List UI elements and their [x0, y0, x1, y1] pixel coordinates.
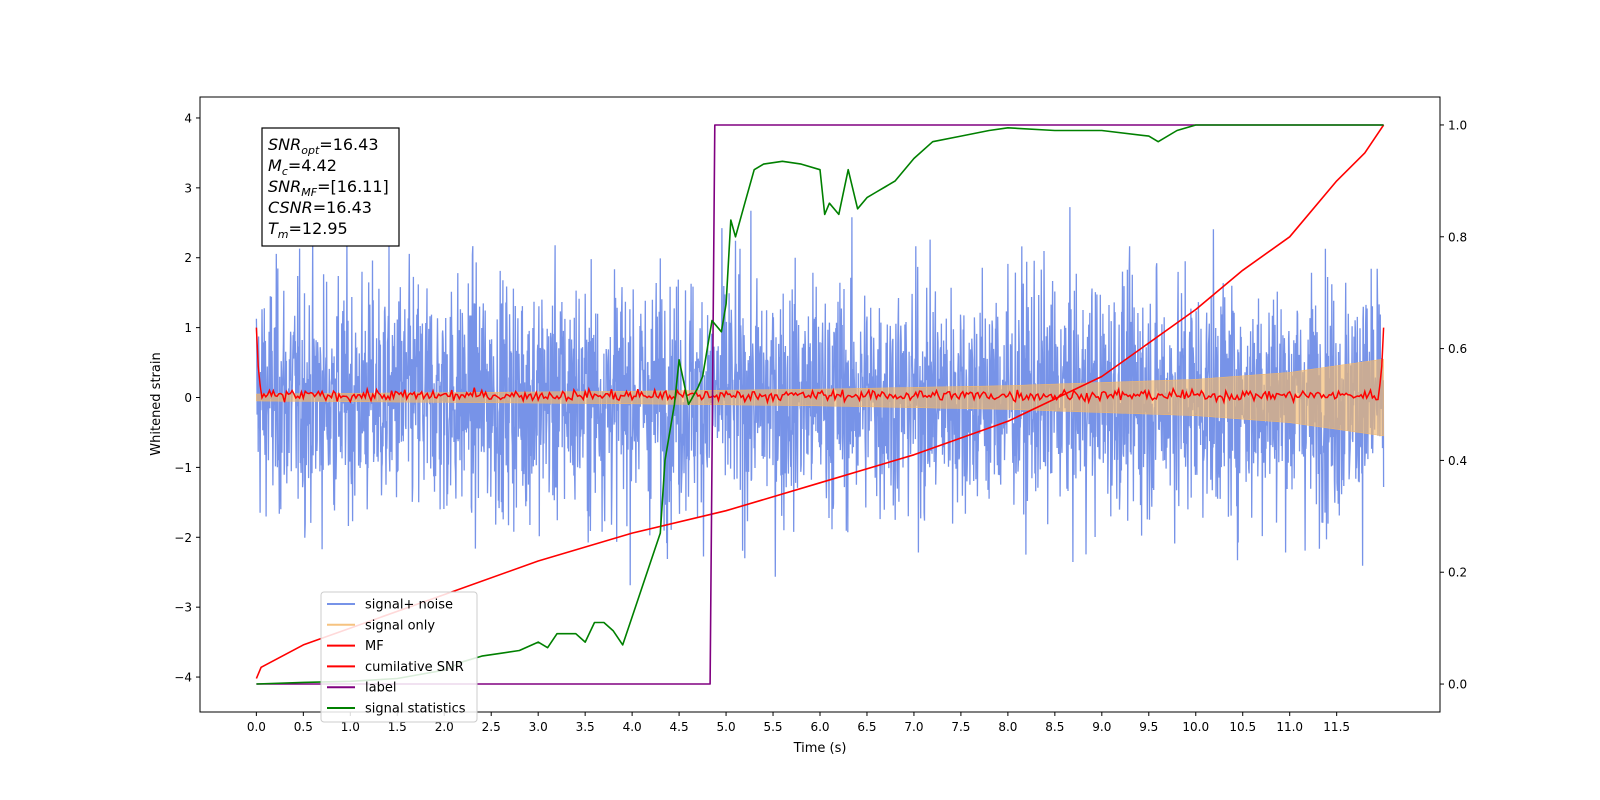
y-tick-label: 3: [184, 181, 192, 195]
y-tick-label: −3: [174, 601, 192, 615]
y2-tick-label: 0.8: [1448, 230, 1467, 244]
y-tick-label: −4: [174, 671, 192, 685]
x-tick-label: 0.5: [294, 720, 313, 734]
annotation-box: SNRopt=16.43Mc=4.42SNRMF=[16.11]CSNR=16.…: [261, 127, 400, 247]
legend-label: signal statistics: [365, 702, 466, 717]
x-tick-label: 1.0: [341, 720, 360, 734]
x-axis: 0.0 0.5 1.0 1.5 2.0 2.5 3.0 3.5 4.0 4.5 5.0 5.5 6.0 6…: [247, 712, 1350, 734]
legend-label: signal+ noise: [365, 598, 453, 613]
x-tick-label: 10.0: [1182, 720, 1209, 734]
y-axis-left: 4 3 2 1 0 −1 −2 −3 −4: [174, 111, 200, 685]
y2-tick-label: 1.0: [1448, 118, 1467, 132]
legend-frame: [320, 591, 478, 723]
x-tick-label: 3.5: [576, 720, 595, 734]
x-tick-label: 5.0: [717, 720, 736, 734]
annotation-subscript: c: [282, 165, 288, 178]
x-tick-label: 5.5: [763, 720, 782, 734]
y2-tick-label: 0.4: [1448, 454, 1467, 468]
x-tick-label: 4.5: [670, 720, 689, 734]
annotation-value: =16.43: [313, 198, 372, 217]
x-tick-label: 4.0: [623, 720, 642, 734]
x-axis-label: Time (s): [793, 741, 847, 756]
annotation-value: =16.43: [319, 135, 378, 154]
annotation-value: =12.95: [289, 219, 348, 238]
x-tick-label: 0.0: [247, 720, 266, 734]
y-axis-right: 1.0 0.8 0.6 0.4 0.2 0.0: [1440, 118, 1467, 692]
x-tick-label: 8.0: [998, 720, 1017, 734]
y2-tick-label: 0.2: [1448, 566, 1467, 580]
annotation-line: SNRopt=16.43: [268, 135, 379, 157]
annotation-symbol: M: [268, 156, 282, 175]
y-tick-label: −2: [174, 531, 192, 545]
annotation-symbol: T: [268, 219, 279, 238]
x-tick-label: 11.5: [1323, 720, 1350, 734]
y-tick-label: 0: [184, 391, 192, 405]
annotation-line: CSNR=16.43: [268, 198, 372, 217]
series-line-signal-noise: [255, 207, 1385, 586]
annotation-line: SNRMF=[16.11]: [268, 177, 389, 199]
x-tick-label: 9.0: [1092, 720, 1111, 734]
y-tick-label: 1: [184, 321, 192, 335]
annotation-frame: [261, 127, 400, 247]
series-line-signal-statistics: [256, 124, 1384, 685]
x-tick-label: 1.5: [388, 720, 407, 734]
series-line-label: [256, 124, 1384, 685]
y-tick-label: 4: [184, 111, 192, 125]
annotation-value: =[16.11]: [317, 177, 389, 196]
legend-label: MF: [365, 639, 384, 654]
annotation-symbol: SNR: [268, 177, 301, 196]
x-tick-label: 7.0: [904, 720, 923, 734]
annotation-subscript: MF: [301, 186, 317, 199]
series-area-signal-only: [256, 358, 1384, 437]
x-tick-label: 6.5: [857, 720, 876, 734]
annotation-line: Tm=12.95: [268, 219, 348, 241]
annotation-subscript: opt: [301, 144, 320, 157]
annotation-symbol: CSNR: [268, 198, 313, 217]
legend: signal+ noise signal only MF cumilative SNR…: [320, 591, 478, 723]
legend-label: signal only: [365, 618, 435, 633]
series-line-mf: [255, 327, 1385, 405]
y-tick-label: 2: [184, 251, 192, 265]
y-tick-label: −1: [174, 461, 192, 475]
x-tick-label: 2.0: [435, 720, 454, 734]
x-tick-label: 11.0: [1276, 720, 1303, 734]
annotation-value: =4.42: [288, 156, 337, 175]
y2-tick-label: 0.6: [1448, 342, 1467, 356]
y-axis-label: Whitened strain: [149, 352, 164, 455]
x-tick-label: 8.5: [1045, 720, 1064, 734]
x-tick-label: 6.0: [810, 720, 829, 734]
x-tick-label: 3.0: [529, 720, 548, 734]
x-tick-label: 7.5: [951, 720, 970, 734]
y2-tick-label: 0.0: [1448, 678, 1467, 692]
legend-label: cumilative SNR: [365, 660, 464, 675]
legend-label: label: [365, 681, 396, 696]
x-tick-label: 10.5: [1229, 720, 1256, 734]
annotation-line: Mc=4.42: [268, 156, 337, 178]
x-tick-label: 9.5: [1139, 720, 1158, 734]
annotation-subscript: m: [278, 228, 289, 241]
annotation-symbol: SNR: [268, 135, 301, 154]
x-tick-label: 2.5: [482, 720, 501, 734]
